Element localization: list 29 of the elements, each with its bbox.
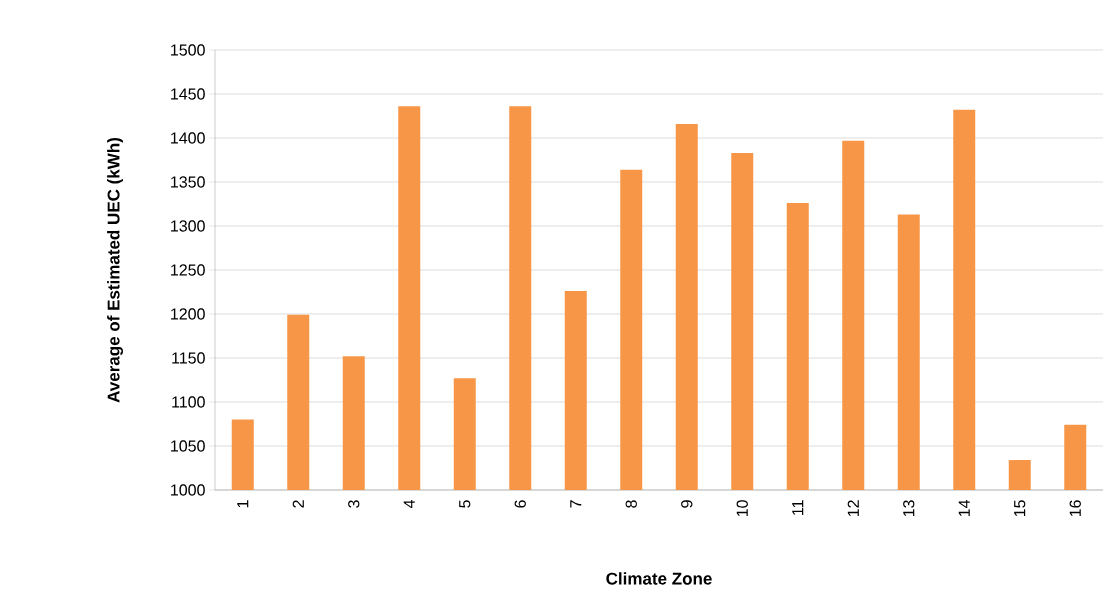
- x-tick-label: 16: [1069, 500, 1081, 517]
- x-tick-label: 4: [403, 500, 415, 509]
- y-tick-label: 1300: [171, 220, 205, 232]
- x-tick-label: 10: [736, 500, 748, 517]
- y-tick-label: 1100: [172, 396, 205, 408]
- y-tick-label: 1500: [171, 44, 205, 56]
- x-tick-label: 2: [292, 500, 304, 508]
- x-tick-label: 5: [459, 500, 471, 508]
- x-tick-label: 15: [1014, 500, 1026, 517]
- x-tick-label: 6: [514, 500, 526, 508]
- x-tick-label: 1: [237, 500, 249, 508]
- y-tick-label: 1450: [171, 88, 205, 100]
- x-tick-label: 13: [903, 500, 915, 517]
- x-tick-label: 8: [625, 500, 637, 508]
- x-tick-label: 7: [570, 500, 582, 508]
- y-tick-label: 1000: [171, 484, 205, 496]
- x-tick-label: 3: [348, 500, 360, 508]
- x-tick-label: 9: [681, 500, 693, 508]
- x-tick-label: 12: [847, 500, 859, 517]
- x-tick-label: 11: [792, 500, 804, 515]
- x-tick-label: 14: [958, 500, 970, 517]
- y-tick-label: 1400: [171, 132, 205, 144]
- y-tick-label: 1150: [172, 352, 205, 364]
- y-tick-label: 1250: [171, 264, 205, 276]
- y-axis-title: Average of Estimated UEC (kWh): [107, 137, 124, 403]
- x-axis-title: Climate Zone: [606, 572, 712, 585]
- y-tick-label: 1200: [171, 308, 205, 320]
- y-tick-label: 1050: [171, 440, 205, 452]
- y-tick-label: 1350: [171, 176, 205, 188]
